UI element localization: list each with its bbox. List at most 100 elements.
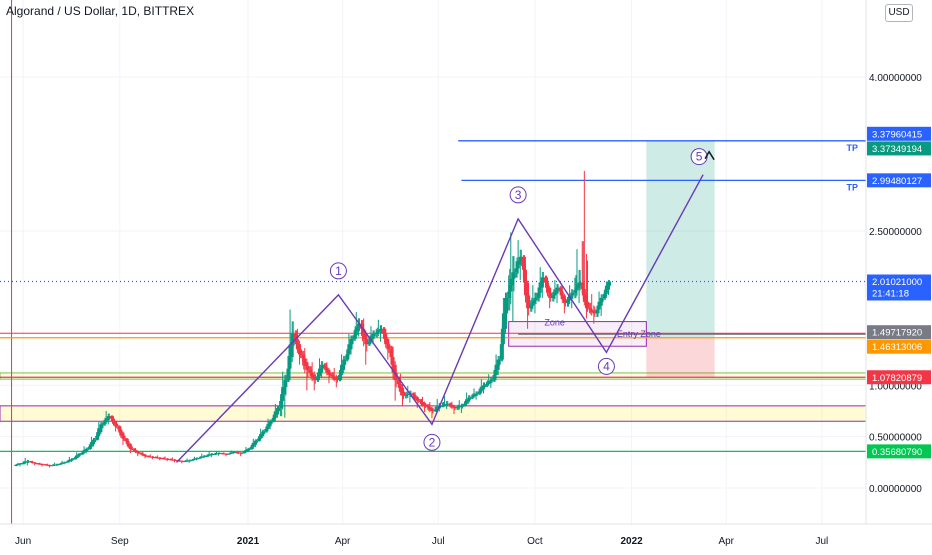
candle-body[interactable] <box>254 440 258 443</box>
candle-body[interactable] <box>538 282 542 293</box>
candle-body[interactable] <box>501 313 505 345</box>
candle-body[interactable] <box>434 408 438 411</box>
candle-body[interactable] <box>232 452 236 454</box>
candle-body[interactable] <box>134 450 138 453</box>
price-tag[interactable] <box>867 325 931 340</box>
candle-body[interactable] <box>490 380 494 382</box>
candle-body[interactable] <box>222 453 226 455</box>
candle-body[interactable] <box>435 407 439 410</box>
candle-body[interactable] <box>372 333 376 337</box>
candle-body[interactable] <box>350 339 354 345</box>
candle-body[interactable] <box>303 358 307 367</box>
candle-body[interactable] <box>112 418 116 424</box>
candle-body[interactable] <box>185 460 189 462</box>
candle-body[interactable] <box>78 454 82 456</box>
price-tag[interactable] <box>867 274 931 301</box>
candle-body[interactable] <box>53 464 57 466</box>
price-tag[interactable] <box>867 339 931 354</box>
candle-body[interactable] <box>556 287 560 291</box>
candle-body[interactable] <box>273 411 277 418</box>
candle-body[interactable] <box>527 295 531 309</box>
candle-body[interactable] <box>380 328 384 331</box>
candle-body[interactable] <box>509 278 513 292</box>
price-tag[interactable] <box>867 370 931 385</box>
candle-body[interactable] <box>409 393 413 395</box>
price-tag[interactable] <box>867 141 931 156</box>
currency-button[interactable]: USD <box>885 4 913 22</box>
candle-body[interactable] <box>266 423 270 429</box>
candle-body[interactable] <box>541 277 545 283</box>
candle-body[interactable] <box>450 404 454 407</box>
candle-body[interactable] <box>585 301 589 309</box>
candle-body[interactable] <box>71 459 75 461</box>
candle-body[interactable] <box>181 461 185 463</box>
candle-body[interactable] <box>174 460 178 462</box>
candle-body[interactable] <box>460 405 464 407</box>
candle-body[interactable] <box>438 405 442 408</box>
candle-body[interactable] <box>188 460 192 462</box>
candle-body[interactable] <box>332 376 336 379</box>
candle-body[interactable] <box>144 455 148 457</box>
candle-body[interactable] <box>163 458 167 460</box>
candle-body[interactable] <box>84 448 88 452</box>
candle-body[interactable] <box>203 456 207 458</box>
candle-body[interactable] <box>362 328 366 340</box>
candle-body[interactable] <box>365 339 369 345</box>
candle-body[interactable] <box>244 450 248 453</box>
candle-body[interactable] <box>313 377 317 381</box>
candle-body[interactable] <box>104 418 108 423</box>
candle-body[interactable] <box>82 450 86 453</box>
candle-body[interactable] <box>453 406 457 408</box>
candle-body[interactable] <box>537 287 541 298</box>
candle-body[interactable] <box>600 297 604 302</box>
candle-body[interactable] <box>578 282 582 286</box>
candle-body[interactable] <box>298 344 302 355</box>
candle-body[interactable] <box>328 372 332 376</box>
candle-body[interactable] <box>604 285 608 294</box>
candle-body[interactable] <box>240 452 244 454</box>
candle-body[interactable] <box>251 442 255 447</box>
candle-body[interactable] <box>608 281 612 286</box>
candle-body[interactable] <box>494 364 498 376</box>
candle-body[interactable] <box>178 460 182 462</box>
candle-body[interactable] <box>575 285 579 291</box>
candle-body[interactable] <box>325 367 329 373</box>
candle-body[interactable] <box>215 453 218 455</box>
price-tag[interactable] <box>867 126 931 141</box>
candle-body[interactable] <box>582 288 586 302</box>
candle-body[interactable] <box>340 364 344 376</box>
candle-body[interactable] <box>431 409 435 411</box>
candle-body[interactable] <box>151 456 155 458</box>
candle-body[interactable] <box>590 309 594 313</box>
candle-body[interactable] <box>137 452 141 454</box>
candle-body[interactable] <box>122 435 126 439</box>
candle-body[interactable] <box>75 455 79 458</box>
candle-body[interactable] <box>166 459 170 461</box>
candle-body[interactable] <box>335 378 339 381</box>
candle-body[interactable] <box>295 339 299 350</box>
candle-body[interactable] <box>93 439 97 443</box>
candle-body[interactable] <box>288 345 292 369</box>
candle-body[interactable] <box>159 457 163 459</box>
candle-body[interactable] <box>512 272 516 279</box>
candle-body[interactable] <box>237 452 241 454</box>
candle-body[interactable] <box>472 394 476 397</box>
candle-body[interactable] <box>133 448 137 452</box>
candle-body[interactable] <box>156 457 160 459</box>
candle-body[interactable] <box>45 464 49 466</box>
candle-body[interactable] <box>207 454 211 456</box>
candle-body[interactable] <box>280 394 284 408</box>
candle-body[interactable] <box>67 460 71 462</box>
candle-body[interactable] <box>291 333 295 346</box>
candle-body[interactable] <box>419 400 423 404</box>
candle-body[interactable] <box>259 433 263 439</box>
candle-body[interactable] <box>262 431 266 434</box>
candle-body[interactable] <box>38 463 42 465</box>
candle-body[interactable] <box>553 290 557 296</box>
candle-body[interactable] <box>354 327 358 336</box>
candle-body[interactable] <box>549 292 553 298</box>
price-tag[interactable] <box>867 444 931 459</box>
candle-body[interactable] <box>225 453 229 455</box>
